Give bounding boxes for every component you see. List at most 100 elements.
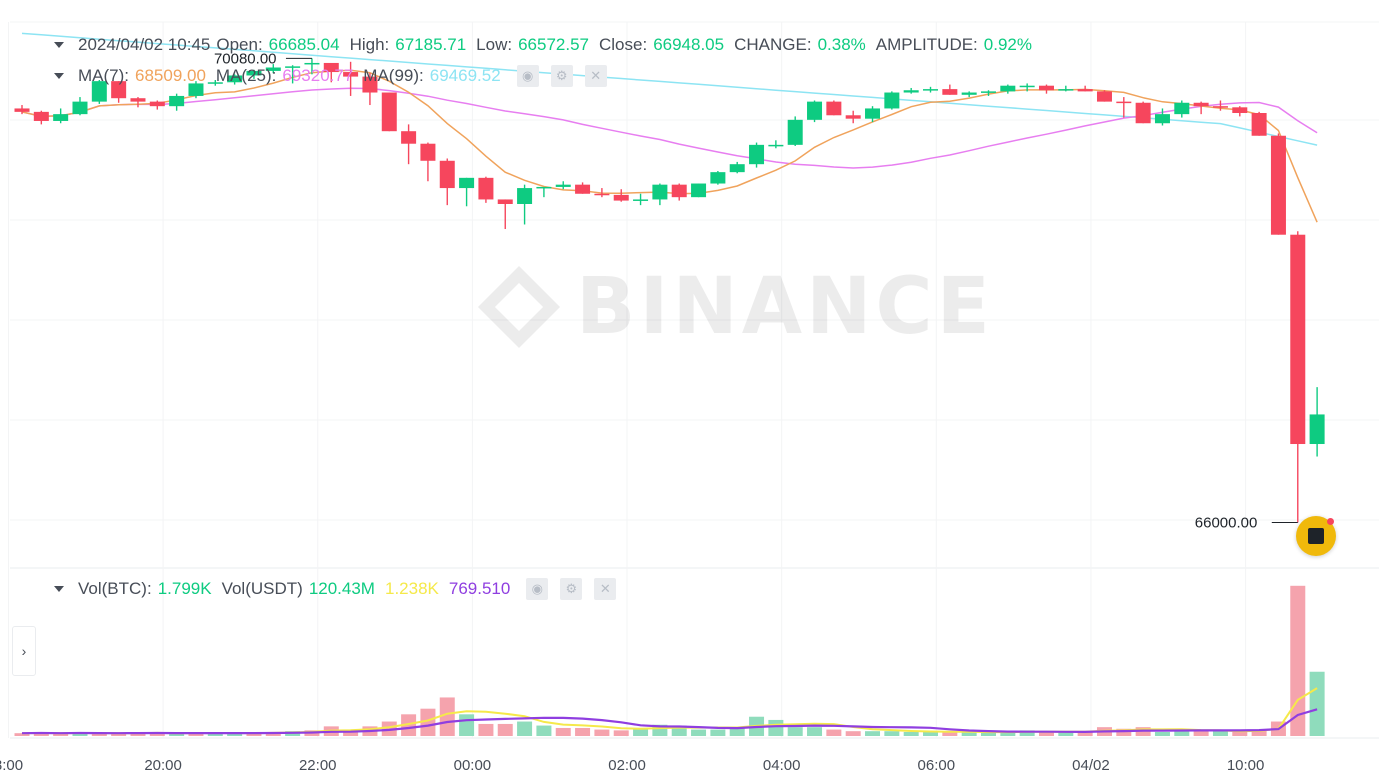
vol-btc-label: Vol(BTC): xyxy=(78,579,152,598)
candle-body xyxy=(1193,102,1209,107)
candle-body xyxy=(439,160,455,189)
collapse-triangle-icon[interactable] xyxy=(54,73,64,79)
candle-body xyxy=(884,92,900,109)
volume-bar xyxy=(710,729,726,736)
volume-bar xyxy=(787,727,803,736)
expand-panel-button[interactable]: › xyxy=(12,626,36,676)
candle-body xyxy=(749,144,765,165)
ma25-value: 69320.77 xyxy=(282,66,354,85)
volume-bar xyxy=(865,731,881,736)
volume-bar xyxy=(420,708,436,736)
binance-watermark: BINANCE xyxy=(477,262,994,352)
gear-icon[interactable]: ⚙ xyxy=(560,578,583,600)
volume-bar xyxy=(961,731,977,736)
candle-body xyxy=(1270,135,1286,235)
volume-bar xyxy=(1193,731,1209,736)
vol-usdt-label: Vol(USDT) xyxy=(221,579,303,598)
quick-order-button[interactable] xyxy=(1296,516,1336,556)
amplitude-value: 0.92% xyxy=(983,35,1032,54)
candle-body xyxy=(149,101,165,107)
candle-body xyxy=(1154,114,1170,124)
candle-body xyxy=(691,183,707,198)
candle-body xyxy=(72,101,88,115)
close-label: Close: xyxy=(599,35,648,54)
ma99-value: 69469.52 xyxy=(429,66,501,85)
candle-body xyxy=(381,92,397,132)
high-value: 67185.71 xyxy=(395,35,467,54)
candle-body xyxy=(478,177,494,200)
time-tick-label: 02:00 xyxy=(608,757,646,774)
candle-body xyxy=(517,188,533,204)
volume-bar xyxy=(729,727,745,736)
volume-bar xyxy=(1212,730,1228,736)
candle-body xyxy=(91,81,107,102)
close-icon[interactable]: ✕ xyxy=(584,65,607,87)
candle-body xyxy=(459,177,475,189)
volume-bar xyxy=(130,732,146,736)
volume-bar xyxy=(1019,730,1035,736)
volume-bar xyxy=(1154,731,1170,736)
candle-body xyxy=(903,90,919,93)
legend-date: 2024/04/02 10:45 xyxy=(78,35,211,54)
ma25-label: MA(25): xyxy=(215,66,277,85)
eye-icon[interactable]: ◉ xyxy=(526,578,549,600)
volume-bar xyxy=(1077,731,1093,736)
ma-legend: MA(7): 68509.00 MA(25): 69320.77 MA(99):… xyxy=(54,65,613,87)
candle-body xyxy=(961,92,977,95)
notification-dot xyxy=(1327,518,1334,525)
volume-bar xyxy=(72,732,88,736)
volume-bar xyxy=(246,733,262,736)
volume-bar xyxy=(149,732,165,736)
collapse-triangle-icon[interactable] xyxy=(54,586,64,592)
vol-btc-value: 1.799K xyxy=(157,579,212,598)
volume-bar xyxy=(227,732,243,736)
volume-bar xyxy=(691,729,707,736)
candle-body xyxy=(1251,113,1267,136)
candle-body xyxy=(1096,91,1112,102)
volume-bar xyxy=(53,733,69,736)
volume-bar xyxy=(517,721,533,736)
candle-body xyxy=(111,81,127,99)
volume-bar xyxy=(1309,671,1325,736)
volume-bar xyxy=(439,697,455,736)
wallet-icon xyxy=(1308,528,1324,544)
close-value: 66948.05 xyxy=(653,35,725,54)
volume-bar xyxy=(1038,731,1054,736)
candle-body xyxy=(53,114,69,121)
candle-body xyxy=(845,115,861,119)
candle-body xyxy=(942,89,958,95)
open-value: 66685.04 xyxy=(268,35,340,54)
candle-body xyxy=(265,67,281,71)
volume-bar xyxy=(343,731,359,736)
volume-bar xyxy=(459,714,475,736)
candle-body xyxy=(246,70,262,76)
candle-body xyxy=(207,82,223,84)
collapse-triangle-icon[interactable] xyxy=(54,42,64,48)
gear-icon[interactable]: ⚙ xyxy=(550,65,573,87)
eye-icon[interactable]: ◉ xyxy=(516,65,539,87)
candle-body xyxy=(420,143,436,161)
volume-ma2-line xyxy=(21,708,1318,735)
volume-bar xyxy=(1058,731,1074,736)
ma25-line xyxy=(21,87,1318,169)
candle-body xyxy=(1290,234,1306,445)
high-label: High: xyxy=(349,35,390,54)
candle-body xyxy=(1077,89,1093,92)
time-tick-label: 06:00 xyxy=(918,757,956,774)
low-value: 66572.57 xyxy=(518,35,589,54)
close-icon[interactable]: ✕ xyxy=(594,578,617,600)
volume-bar xyxy=(14,733,30,736)
candle-body xyxy=(285,66,301,68)
candle-body xyxy=(613,194,629,201)
time-tick-label: 00:00 xyxy=(454,757,492,774)
volume-bar xyxy=(381,721,397,736)
candle-body xyxy=(1135,102,1151,124)
candle-body xyxy=(710,172,726,184)
volume-bar xyxy=(575,727,591,736)
volume-bar xyxy=(1000,731,1016,736)
candle-body xyxy=(671,184,687,198)
low-annotation: 66000.00 xyxy=(1195,515,1258,532)
watermark-text: BINANCE xyxy=(576,262,994,352)
vol-ma1-value: 1.238K xyxy=(384,579,439,598)
